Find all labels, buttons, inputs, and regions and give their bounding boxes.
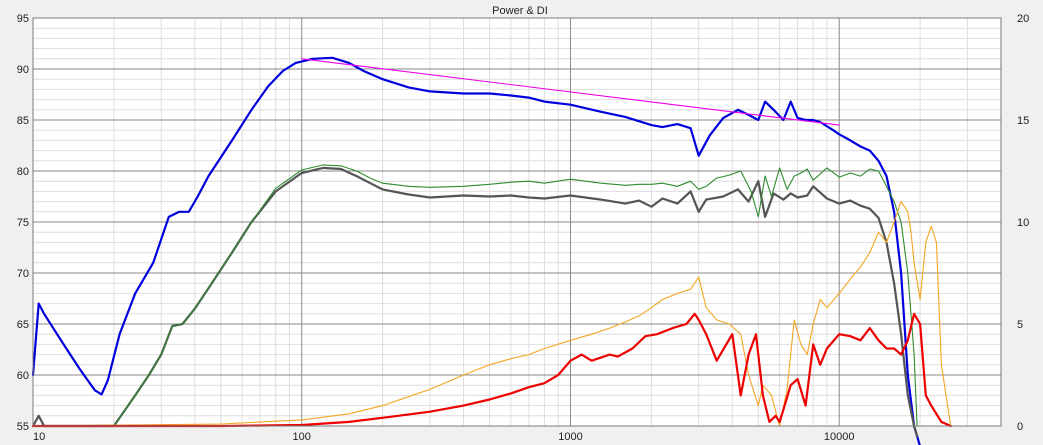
y2-tick-label: 5 xyxy=(1017,319,1023,331)
x-tick-label: 10 xyxy=(33,431,45,443)
y-tick-label: 65 xyxy=(17,319,29,331)
x-tick-label: 100 xyxy=(293,431,311,443)
series-line-3 xyxy=(32,164,918,427)
x-tick-label: 10000 xyxy=(824,431,855,443)
series-group xyxy=(31,56,952,445)
x-tick-label: 1000 xyxy=(558,431,582,443)
y2-tick-label: 0 xyxy=(1017,421,1023,433)
y-tick-label: 85 xyxy=(17,115,29,127)
series-line-5 xyxy=(31,312,952,428)
tick-labels: 55 60 65 70 75 80 85 90 95 0 5 10 15 20 10 100 1000 10000 xyxy=(17,13,1030,443)
y2-tick-label: 20 xyxy=(1017,13,1029,25)
y-tick-label: 75 xyxy=(17,217,29,229)
y-tick-label: 95 xyxy=(17,13,29,25)
series-line-4 xyxy=(32,201,952,427)
y-tick-label: 70 xyxy=(17,268,29,280)
chart-title: Power & DI xyxy=(492,5,548,17)
y-tick-label: 80 xyxy=(17,166,29,178)
series-line-6 xyxy=(301,58,840,126)
y2-tick-label: 15 xyxy=(1017,115,1029,127)
grid xyxy=(32,17,1001,427)
y-tick-label: 55 xyxy=(17,421,29,433)
plot-border xyxy=(32,17,1002,427)
y-tick-label: 60 xyxy=(17,370,29,382)
y-tick-label: 90 xyxy=(17,64,29,76)
series-line-1 xyxy=(31,56,921,445)
y2-tick-label: 10 xyxy=(1017,217,1029,229)
